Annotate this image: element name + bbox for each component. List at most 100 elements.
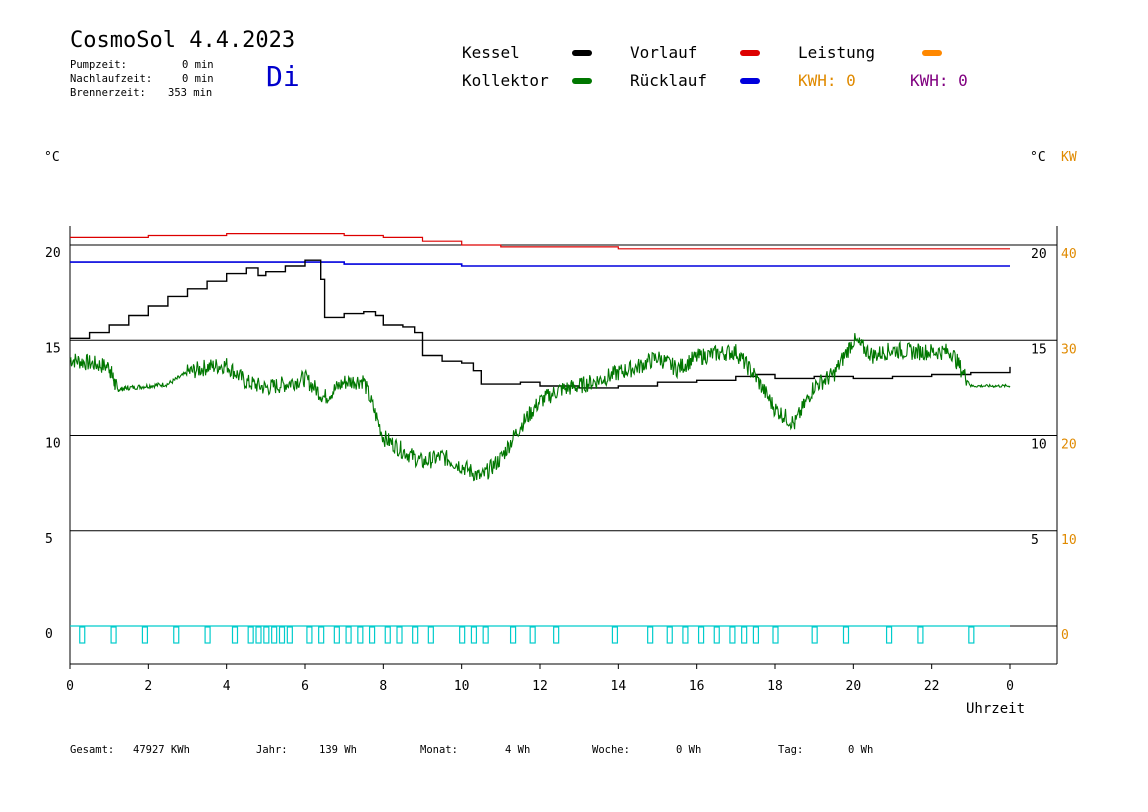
x-tick-label: 4 (223, 679, 231, 694)
x-tick-label: 0 (66, 679, 74, 694)
legend-kollektor-label: Kollektor (462, 71, 549, 90)
pump-run-mark (141, 626, 149, 644)
pump-run-mark (247, 626, 254, 644)
brennerzeit-value: 353 min (168, 87, 213, 99)
footer-gesamt-label: Gesamt: (70, 744, 115, 756)
pump-run-mark (271, 626, 278, 644)
y-tick-label-right-temp: 5 (1031, 533, 1039, 548)
x-tick-label: 18 (767, 679, 783, 694)
pump-run-mark (509, 626, 517, 644)
pump-run-mark (811, 626, 818, 644)
legend-ruecklauf-swatch (740, 78, 760, 84)
pump-run-mark (412, 626, 419, 644)
y-tick-label-right-temp: 15 (1031, 342, 1047, 357)
pump-run-mark (553, 626, 560, 644)
brennerzeit-label: Brennerzeit: (70, 87, 146, 99)
pump-run-mark (110, 626, 117, 644)
pump-runs-layer (70, 625, 1057, 644)
footer-jahr-value: 139 Wh (319, 744, 357, 756)
pump-run-mark (713, 626, 720, 644)
pump-run-mark (611, 626, 619, 644)
pump-run-mark (647, 626, 654, 644)
pump-run-mark (333, 626, 340, 644)
series-layer (69, 233, 1011, 482)
footer-gesamt-value: 47927 KWh (133, 744, 190, 756)
legend-kwh-orange: KWH: 0 (798, 71, 856, 90)
weekday-label: Di (266, 60, 300, 93)
y-tick-label-left: 0 (45, 627, 53, 642)
right-axis-temp-unit: °C (1030, 150, 1046, 165)
pump-run-mark (482, 626, 489, 644)
pump-run-mark (729, 626, 736, 644)
pump-run-mark (204, 626, 211, 644)
x-tick-label: 2 (144, 679, 152, 694)
legend-kessel-label: Kessel (462, 43, 520, 62)
pump-run-mark (682, 626, 689, 644)
pump-run-mark (278, 626, 286, 644)
nachlaufzeit-label: Nachlaufzeit: (70, 73, 153, 85)
y-tick-label-right-temp: 10 (1031, 438, 1047, 453)
pump-run-mark (968, 626, 975, 644)
x-tick-label: 14 (611, 679, 627, 694)
pump-run-mark (318, 626, 325, 644)
footer-monat-value: 4 Wh (505, 744, 531, 756)
legend-leistung-swatch (922, 50, 942, 56)
y-tick-label-right-power: 20 (1061, 438, 1077, 453)
y-tick-label-left: 5 (45, 532, 53, 547)
right-axis-power-unit: KW (1061, 150, 1077, 165)
y-tick-label-right-temp: 20 (1031, 247, 1047, 262)
x-tick-label: 12 (532, 679, 548, 694)
y-tick-label-left: 20 (45, 246, 61, 261)
footer-woche-value: 0 Wh (676, 744, 702, 756)
footer-jahr-label: Jahr: (256, 744, 288, 756)
x-axis-label: Uhrzeit (966, 701, 1026, 717)
legend-kwh-purple: KWH: 0 (910, 71, 968, 90)
y-tick-label-left: 10 (45, 437, 61, 452)
pumpzeit-value: 0 min (182, 59, 214, 71)
legend-ruecklauf-label: Rücklauf (630, 71, 708, 90)
pump-run-mark (842, 626, 850, 644)
pump-run-mark (741, 626, 748, 644)
pump-run-mark (427, 626, 434, 644)
series-kessel (70, 259, 1011, 389)
y-tick-label-right-power: 40 (1061, 247, 1077, 262)
left-axis-unit: °C (44, 150, 60, 165)
pump-run-mark (529, 626, 536, 644)
legend-vorlauf-label: Vorlauf (630, 43, 698, 62)
pump-run-mark (357, 626, 364, 644)
footer-monat-label: Monat: (420, 744, 458, 756)
y-tick-label-right-power: 10 (1061, 533, 1077, 548)
pump-run-mark (286, 626, 293, 644)
footer-woche-label: Woche: (592, 744, 630, 756)
pump-run-mark (368, 626, 376, 644)
footer-tag-value: 0 Wh (848, 744, 874, 756)
x-tick-label: 6 (301, 679, 309, 694)
series-kollektor (69, 333, 1011, 482)
pump-run-mark (885, 626, 893, 644)
pumpzeit-label: Pumpzeit: (70, 59, 127, 71)
series-r-cklauf (70, 261, 1010, 267)
pump-run-mark (263, 626, 270, 644)
pump-run-mark (79, 626, 86, 644)
pump-run-mark (459, 626, 466, 644)
pump-run-mark (697, 626, 705, 644)
y-tick-label-left: 15 (45, 341, 61, 356)
pump-run-mark (231, 626, 239, 644)
pump-run-mark (345, 626, 352, 644)
grid-layer (69, 226, 1058, 665)
pump-run-mark (666, 626, 673, 644)
pump-run-mark (396, 626, 403, 644)
x-tick-label: 0 (1006, 679, 1014, 694)
y-tick-label-right-power: 0 (1061, 628, 1069, 643)
pump-run-mark (470, 626, 478, 644)
legend-vorlauf-swatch (740, 50, 760, 56)
pump-run-mark (772, 626, 779, 644)
chart-title: CosmoSol 4.4.2023 (70, 28, 296, 53)
x-tick-label: 10 (454, 679, 470, 694)
legend-leistung-label: Leistung (798, 43, 876, 62)
legend-kollektor-swatch (572, 78, 592, 84)
footer-tag-label: Tag: (778, 744, 804, 756)
nachlaufzeit-value: 0 min (182, 73, 214, 85)
pump-run-mark (173, 626, 180, 644)
